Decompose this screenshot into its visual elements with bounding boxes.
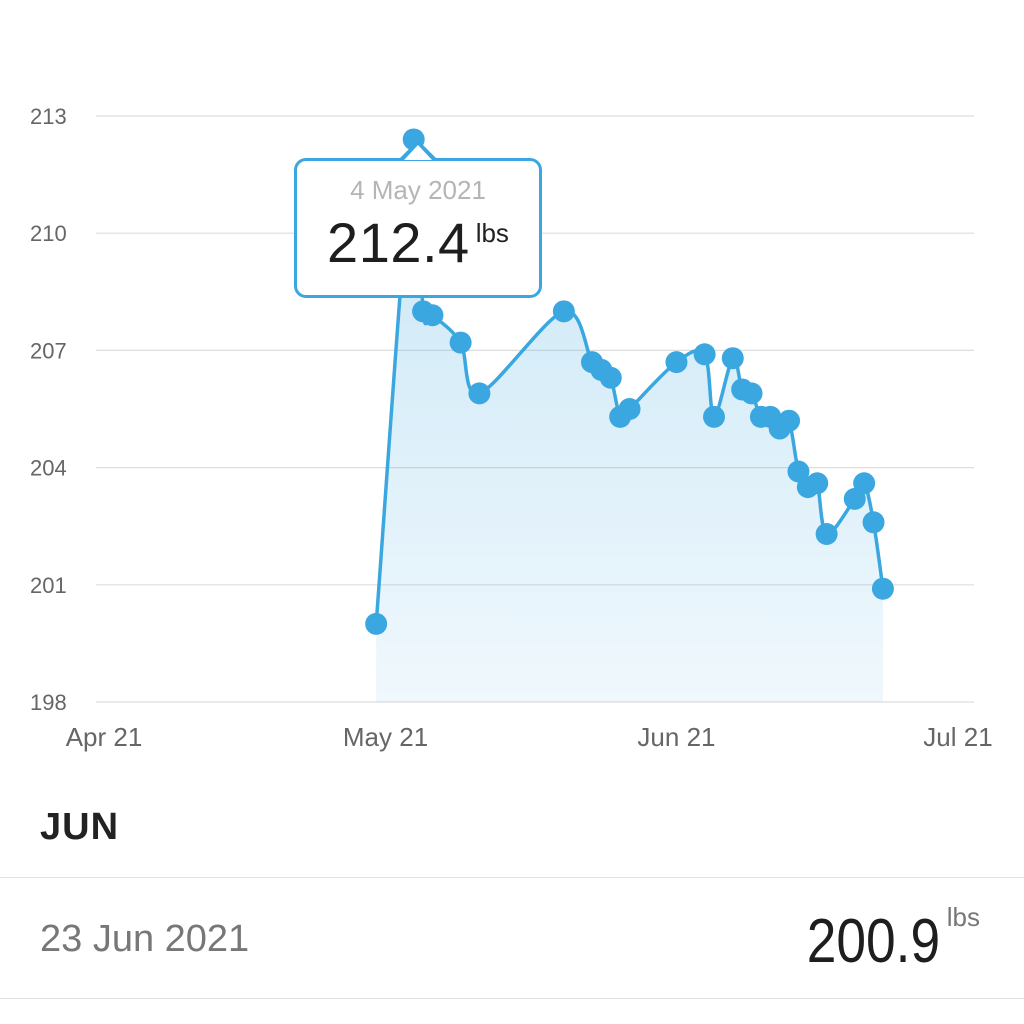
entry-unit: lbs — [946, 902, 980, 932]
data-point[interactable] — [853, 472, 876, 495]
data-point[interactable] — [815, 523, 838, 546]
divider-bottom — [0, 998, 1024, 999]
y-axis-ticks: 213 210 207 204 201 198 — [30, 104, 67, 715]
data-point[interactable] — [468, 382, 491, 405]
x-tick-label: May 21 — [343, 722, 428, 752]
data-point[interactable] — [703, 405, 725, 428]
divider-top — [0, 877, 1024, 878]
tooltip-unit: lbs — [475, 218, 509, 248]
y-tick-label: 213 — [30, 104, 67, 129]
x-tick-label: Jun 21 — [637, 722, 715, 752]
y-tick-label: 204 — [30, 456, 67, 481]
data-point[interactable] — [421, 304, 444, 327]
tooltip-pointer-inner — [404, 145, 432, 160]
tooltip-date: 4 May 2021 — [350, 175, 486, 205]
selected-point-tooltip: 4 May 2021 212.4 lbs — [294, 158, 542, 298]
weight-entry-row[interactable]: 23 Jun 2021 200.9 lbs — [0, 878, 1024, 998]
y-tick-label: 207 — [30, 338, 67, 363]
tooltip-value: 212.4 — [327, 211, 470, 274]
tooltip-value-row: 212.4 lbs — [297, 210, 539, 275]
data-point[interactable] — [871, 577, 894, 600]
data-point[interactable] — [599, 366, 622, 389]
data-point[interactable] — [721, 347, 744, 370]
month-section-heading: JUN — [40, 806, 120, 848]
data-point[interactable] — [806, 472, 829, 495]
data-point[interactable] — [365, 612, 388, 635]
y-tick-label: 201 — [30, 573, 67, 598]
data-point[interactable] — [665, 351, 688, 374]
weight-chart[interactable]: 213 210 207 204 201 198 Apr 21 May 21 Jun 21 Jul… — [0, 0, 1024, 780]
entry-value: 200.9 — [806, 907, 940, 976]
data-point[interactable] — [552, 300, 575, 323]
x-tick-label: Apr 21 — [66, 722, 143, 752]
entry-date: 23 Jun 2021 — [40, 918, 250, 960]
data-point[interactable] — [778, 409, 801, 432]
data-point[interactable] — [618, 398, 641, 420]
data-point[interactable] — [862, 511, 885, 534]
y-tick-label: 198 — [30, 690, 67, 715]
data-point[interactable] — [693, 343, 716, 366]
data-point[interactable] — [740, 382, 763, 405]
y-tick-label: 210 — [30, 221, 67, 246]
x-axis-ticks: Apr 21 May 21 Jun 21 Jul 21 — [66, 722, 993, 752]
data-point[interactable] — [449, 331, 472, 354]
x-tick-label: Jul 21 — [923, 722, 992, 752]
